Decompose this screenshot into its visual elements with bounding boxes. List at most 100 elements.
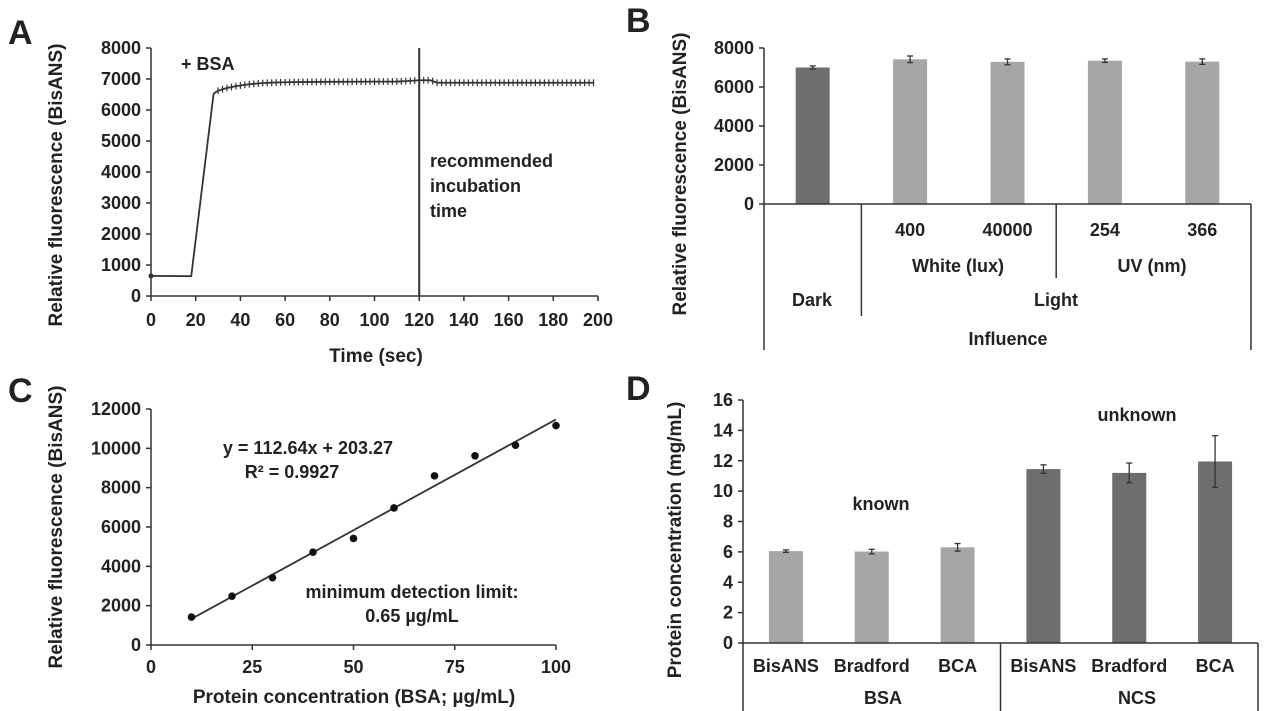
panel-b-group-uv: UV (nm) bbox=[1118, 256, 1187, 276]
panel-c-r-squared: R² = 0.9927 bbox=[245, 462, 340, 482]
panel-d-category-label: Bradford bbox=[1091, 656, 1167, 676]
panel-c-y-tick-label: 4000 bbox=[101, 556, 141, 576]
panel-c-y-tick-label: 8000 bbox=[101, 478, 141, 498]
panel-d-y-tick-label: 8 bbox=[723, 512, 733, 532]
panel-d-y-tick-label: 12 bbox=[713, 451, 733, 471]
panel-d-bar bbox=[1026, 469, 1061, 643]
panel-c-y-tick-label: 0 bbox=[131, 635, 141, 655]
panel-d-y-tick-label: 6 bbox=[723, 542, 733, 562]
panel-a-x-tick-label: 180 bbox=[538, 310, 568, 330]
panel-c-x-tick-label: 25 bbox=[242, 657, 262, 677]
panel-c-data-point bbox=[390, 504, 398, 512]
panel-d-group-bsa: BSA bbox=[864, 688, 902, 708]
panel-a-incubation-line-2: incubation bbox=[430, 176, 521, 196]
panel-d-category-label: BisANS bbox=[753, 656, 819, 676]
panel-c-x-axis-label: Protein concentration (BSA; µg/mL) bbox=[193, 687, 515, 708]
panel-b: B Relative fluorescence (BisANS) White (… bbox=[626, 2, 1252, 350]
panel-a-x-tick-label: 0 bbox=[146, 310, 156, 330]
panel-b-y-tick-label: 4000 bbox=[714, 116, 754, 136]
panel-c-y-tick-label: 10000 bbox=[91, 438, 141, 458]
panel-c-y-tick-label: 12000 bbox=[91, 399, 141, 419]
panel-c-data-point bbox=[430, 472, 439, 480]
panel-letter-b: B bbox=[626, 2, 651, 40]
panel-c-fit-line bbox=[191, 418, 557, 620]
panel-d-y-tick-label: 2 bbox=[723, 603, 733, 623]
panel-d-category-label: BCA bbox=[1196, 656, 1235, 676]
panel-a-y-tick-label: 2000 bbox=[101, 224, 141, 244]
panel-c-x-tick-label: 75 bbox=[445, 657, 465, 677]
panel-d: D Protein concentration (mg/mL) known un… bbox=[626, 370, 1259, 711]
panel-c-y-axis-label: Relative fluorescence (BisANS) bbox=[46, 386, 67, 669]
panel-a-y-tick-label: 0 bbox=[131, 286, 141, 306]
panel-d-bar bbox=[854, 551, 889, 643]
panel-d-y-tick-label: 0 bbox=[723, 633, 733, 653]
panel-c-data-point bbox=[471, 452, 479, 460]
panel-letter-c: C bbox=[8, 372, 33, 410]
panel-d-y-axis-label: Protein concentration (mg/mL) bbox=[665, 402, 686, 679]
panel-d-bar bbox=[1112, 472, 1147, 643]
panel-d-bar bbox=[1198, 461, 1233, 643]
panel-c-y-tick-label: 2000 bbox=[101, 596, 141, 616]
panel-d-category-label: Bradford bbox=[834, 656, 910, 676]
panel-c-x-tick-label: 100 bbox=[541, 657, 571, 677]
panel-d-unknown-note: unknown bbox=[1098, 405, 1177, 425]
panel-a-x-tick-label: 80 bbox=[320, 310, 340, 330]
panel-c: C Relative fluorescence (BisANS) Protein… bbox=[8, 372, 571, 708]
panel-a-y-tick-label: 1000 bbox=[101, 255, 141, 275]
panel-a-incubation-line-1: recommended bbox=[430, 151, 553, 171]
panel-a-series-line bbox=[150, 79, 594, 278]
panel-b-bar bbox=[795, 67, 830, 204]
panel-a-x-tick-label: 100 bbox=[359, 310, 389, 330]
panel-b-y-tick-label: 0 bbox=[744, 194, 754, 214]
panel-a-start-point bbox=[148, 273, 154, 279]
panel-c-data-point bbox=[552, 421, 560, 430]
panel-c-x-tick-label: 50 bbox=[343, 657, 363, 677]
panel-b-bar bbox=[1185, 61, 1220, 205]
panel-d-y-tick-label: 16 bbox=[713, 390, 733, 410]
panel-a-y-tick-label: 3000 bbox=[101, 193, 141, 213]
panel-a-x-tick-label: 60 bbox=[275, 310, 295, 330]
panel-d-bar bbox=[768, 551, 803, 643]
panel-b-bar bbox=[1087, 60, 1122, 204]
panel-c-data-point bbox=[187, 613, 196, 621]
panel-a-x-tick-label: 120 bbox=[404, 310, 434, 330]
panel-b-bar bbox=[990, 61, 1025, 204]
panel-d-y-tick-label: 4 bbox=[723, 572, 733, 592]
panel-d-known-note: known bbox=[853, 494, 910, 514]
panel-a-x-tick-label: 160 bbox=[494, 310, 524, 330]
panel-b-category-label: 366 bbox=[1187, 220, 1217, 240]
panel-a-x-axis-label: Time (sec) bbox=[329, 346, 423, 367]
panel-a-y-tick-label: 8000 bbox=[101, 38, 141, 58]
panel-a-incubation-line-3: time bbox=[430, 201, 467, 221]
panel-a-bsa-annotation: + BSA bbox=[181, 54, 235, 74]
panel-d-category-label: BCA bbox=[938, 656, 977, 676]
panel-a: A Relative fluorescence (BisANS) Time (s… bbox=[8, 14, 613, 367]
panel-c-detection-line-1: minimum detection limit: bbox=[305, 582, 518, 602]
panel-b-y-axis-label: Relative fluorescence (BisANS) bbox=[670, 33, 691, 316]
panel-a-x-tick-label: 200 bbox=[583, 310, 613, 330]
panel-a-y-tick-label: 5000 bbox=[101, 131, 141, 151]
panel-b-category-label: 254 bbox=[1090, 220, 1120, 240]
panel-c-data-point bbox=[268, 573, 277, 582]
panel-a-x-tick-label: 20 bbox=[186, 310, 206, 330]
panel-letter-a: A bbox=[8, 14, 33, 52]
panel-c-data-point bbox=[349, 534, 358, 543]
panel-a-y-tick-label: 4000 bbox=[101, 162, 141, 182]
panel-c-data-point bbox=[228, 592, 236, 601]
panel-c-equation: y = 112.64x + 203.27 bbox=[223, 438, 393, 458]
panel-c-data-point bbox=[309, 548, 317, 556]
panel-b-group-white: White (lux) bbox=[912, 256, 1004, 276]
panel-b-group-dark: Dark bbox=[792, 290, 833, 310]
panel-c-x-tick-label: 0 bbox=[146, 657, 156, 677]
panel-b-y-tick-label: 2000 bbox=[714, 155, 754, 175]
panel-c-detection-line-2: 0.65 µg/mL bbox=[365, 606, 458, 626]
panel-d-y-tick-label: 14 bbox=[713, 420, 733, 440]
panel-a-y-axis-label: Relative fluorescence (BisANS) bbox=[46, 44, 67, 327]
panel-d-y-tick-label: 10 bbox=[713, 481, 733, 501]
panel-c-data-point bbox=[511, 441, 520, 449]
panel-b-group-light: Light bbox=[1034, 290, 1078, 310]
panel-c-y-tick-label: 6000 bbox=[101, 517, 141, 537]
panel-d-bar bbox=[940, 547, 975, 643]
panel-b-category-label: 40000 bbox=[982, 220, 1032, 240]
